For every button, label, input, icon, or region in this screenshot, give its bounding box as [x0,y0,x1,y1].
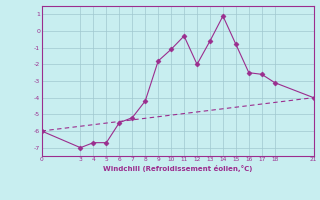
X-axis label: Windchill (Refroidissement éolien,°C): Windchill (Refroidissement éolien,°C) [103,165,252,172]
